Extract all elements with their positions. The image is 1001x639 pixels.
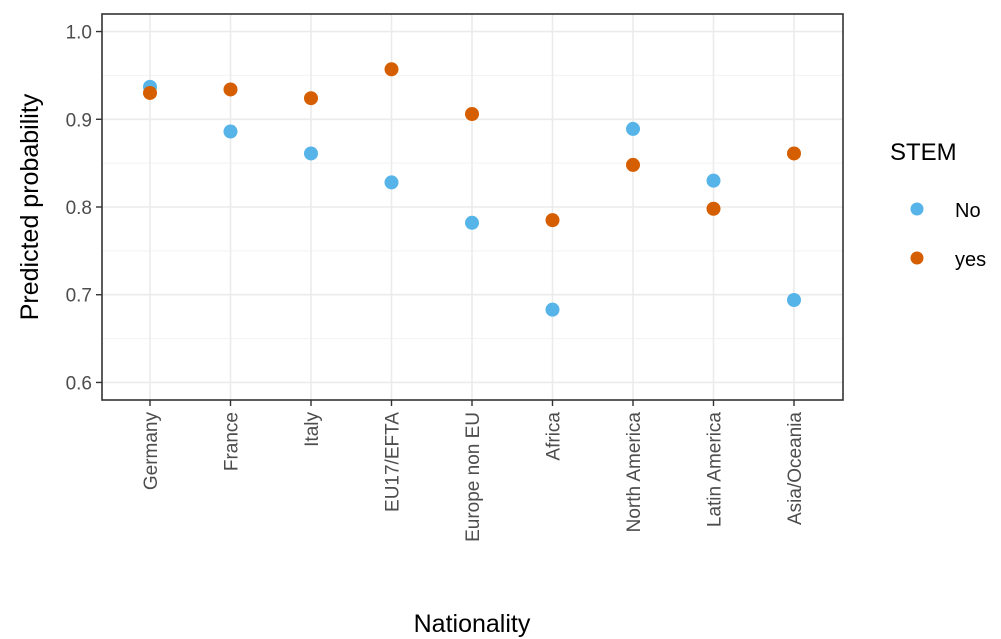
legend-key-yes [910, 251, 924, 265]
x-tick-label: Asia/Oceania [785, 412, 806, 525]
x-tick-label: France [222, 412, 243, 471]
x-tick-label: Europe non EU [463, 412, 484, 542]
point-yes-5 [545, 213, 560, 228]
point-yes-3 [384, 62, 399, 77]
y-axis: 0.6 0.7 0.8 0.9 1.0 [66, 23, 102, 394]
point-no-2 [304, 146, 318, 161]
x-tick-label: Germany [141, 412, 162, 491]
legend: STEM No yes [890, 139, 986, 271]
point-no-4 [465, 215, 479, 230]
y-tick-label: 0.8 [66, 198, 92, 219]
y-tick-label: 0.6 [66, 373, 92, 394]
y-tick-label: 0.9 [66, 110, 92, 131]
point-no-1 [223, 124, 238, 139]
point-no-6 [626, 121, 640, 136]
point-no-5 [545, 302, 560, 317]
point-yes-0 [143, 85, 157, 100]
x-tick-label: Latin America [705, 412, 726, 528]
x-tick-label: Africa [544, 412, 565, 461]
point-yes-2 [304, 91, 318, 106]
legend-title: STEM [890, 139, 957, 166]
y-tick-label: 1.0 [66, 23, 92, 44]
point-yes-4 [465, 107, 479, 122]
point-no-3 [384, 175, 399, 190]
point-yes-1 [223, 82, 238, 97]
point-yes-6 [626, 157, 640, 172]
legend-label-yes: yes [955, 249, 986, 271]
point-no-7 [706, 173, 721, 188]
y-axis-title: Predicted probability [16, 93, 44, 320]
legend-label-no: No [955, 200, 981, 222]
x-axis: Germany France Italy EU17/EFTA Europe non EU… [141, 400, 806, 542]
point-no-8 [787, 292, 801, 307]
x-axis-title: Nationality [414, 610, 531, 638]
legend-key-no [910, 202, 924, 216]
point-yes-8 [787, 146, 801, 161]
x-tick-label: North America [624, 412, 645, 533]
data-points [143, 62, 801, 317]
x-tick-label: EU17/EFTA [383, 412, 404, 512]
y-tick-label: 0.7 [66, 286, 92, 307]
x-tick-label: Italy [302, 412, 323, 447]
point-yes-7 [706, 201, 721, 216]
